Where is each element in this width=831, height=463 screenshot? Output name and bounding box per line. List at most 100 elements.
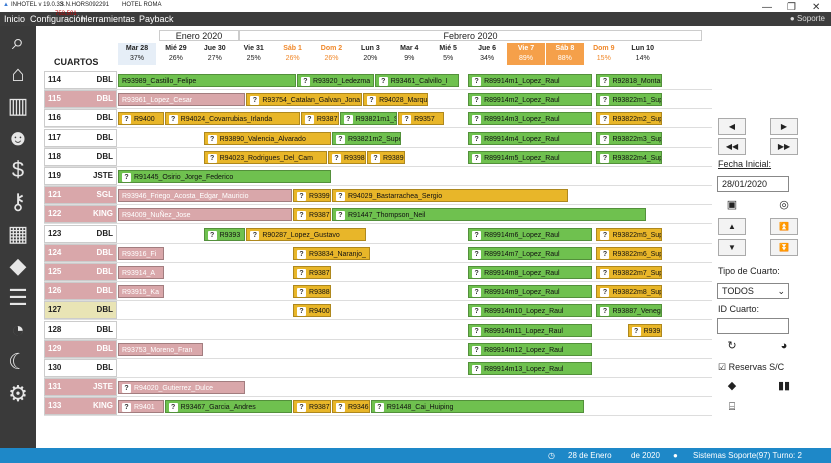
reservation-bar[interactable]: ? R89914m11_Lopez_Raul bbox=[468, 323, 592, 337]
room-label[interactable]: 131 JSTE bbox=[44, 378, 117, 397]
menu-herramientas[interactable]: Herramientas bbox=[81, 14, 136, 24]
key-icon[interactable]: ⚷ bbox=[9, 189, 27, 214]
gear-icon[interactable]: ⚙ bbox=[8, 381, 28, 406]
reservation-bar[interactable]: ? R90287_Lopez_Gustavo bbox=[246, 227, 366, 241]
reservation-bar[interactable]: ? R93467_Garcia_Andres bbox=[164, 400, 293, 414]
list-icon[interactable]: ☰ bbox=[8, 285, 28, 310]
reservation-bar[interactable]: ? R89914m9_Lopez_Raul bbox=[468, 285, 592, 299]
reservation-bar[interactable]: ? R93821m2_Super bbox=[331, 131, 401, 145]
tag-icon[interactable]: ◆ bbox=[9, 253, 27, 278]
reservation-bar[interactable]: ? R93890_Valencia_Alvarado bbox=[203, 131, 331, 145]
scroll-down-button[interactable]: ▼ bbox=[718, 239, 746, 256]
scroll-top-button[interactable]: ⏫ bbox=[770, 218, 798, 235]
reservation-bar[interactable]: R93916_Fi bbox=[118, 246, 164, 260]
reservation-bar[interactable]: ? R89914m3_Lopez_Raul bbox=[468, 112, 592, 126]
reservation-bar[interactable]: ? R9398 bbox=[328, 150, 366, 164]
reservation-bar[interactable]: R94009_NuÑez_Jose bbox=[118, 208, 293, 222]
close-button[interactable]: ✕ bbox=[812, 2, 821, 13]
reservation-bar[interactable]: ? R89914m13_Lopez_Raul bbox=[468, 362, 592, 375]
reservation-bar[interactable]: ? R9388 bbox=[293, 285, 331, 299]
calendar-icon[interactable]: ▣ bbox=[726, 199, 738, 211]
room-label[interactable]: 122 KING bbox=[44, 205, 117, 224]
reservation-bar[interactable]: ? R89914m1_Lopez_Raul bbox=[468, 74, 592, 87]
room-label[interactable]: 133 KING bbox=[44, 397, 117, 416]
fast-back-button[interactable]: ◀◀ bbox=[718, 138, 746, 155]
bar-chart-icon[interactable]: ▮▮ bbox=[777, 380, 791, 392]
room-label[interactable]: 116 DBL bbox=[44, 109, 117, 128]
moon-icon[interactable]: ☾ bbox=[8, 349, 28, 374]
reservation-bar[interactable]: ? R89914m7_Lopez_Raul bbox=[468, 246, 592, 260]
target-icon[interactable]: ◎ bbox=[779, 199, 789, 211]
search-icon[interactable]: ⌕ bbox=[11, 29, 25, 54]
reservation-bar[interactable]: ? R9389 bbox=[366, 150, 405, 164]
reservation-bar[interactable]: ? R91445_Osirio_Jorge_Federico bbox=[118, 170, 331, 183]
reservation-bar[interactable]: ?R94028_Marquez bbox=[363, 93, 429, 107]
reservation-bar[interactable]: ?R92818_Montaño bbox=[596, 74, 662, 87]
fecha-input[interactable]: 28/01/2020 bbox=[717, 176, 789, 192]
dollar-icon[interactable]: $ bbox=[11, 157, 25, 182]
room-label[interactable]: 129 DBL bbox=[44, 339, 117, 358]
room-label[interactable]: 130 DBL bbox=[44, 359, 117, 377]
reservation-bar[interactable]: ? R9400 bbox=[293, 304, 331, 318]
reservas-checkbox[interactable]: ☑ Reservas S/C bbox=[718, 362, 784, 373]
reservation-bar[interactable]: ? R9387 bbox=[293, 208, 331, 222]
reservation-bar[interactable]: ? R94024_Covarrubias_Irlanda bbox=[164, 112, 300, 126]
reservation-bar[interactable]: ? R93834_Naranjo_ bbox=[293, 246, 370, 260]
reservation-bar[interactable]: ? R89914m10_Lopez_Raul bbox=[468, 304, 592, 318]
minimize-button[interactable]: — bbox=[762, 2, 772, 13]
reservation-bar[interactable]: R93915_Ka bbox=[118, 285, 164, 299]
reservation-bar[interactable]: ?R93822m8_Super bbox=[596, 285, 662, 299]
reservation-bar[interactable]: ?R93822m7_Super bbox=[596, 266, 662, 279]
scroll-up-button[interactable]: ▲ bbox=[718, 218, 746, 235]
reservation-bar[interactable]: ?R93822m1_Super bbox=[596, 93, 662, 107]
menu-payback[interactable]: Payback bbox=[139, 14, 174, 24]
reservation-bar[interactable]: ? R89914m12_Lopez_Raul bbox=[468, 342, 592, 356]
room-label[interactable]: 114 DBL bbox=[44, 71, 117, 89]
reservation-bar[interactable]: R93946_Friego_Acosta_Edgar_Mauricio bbox=[118, 189, 293, 203]
reservation-bar[interactable]: R93961_Lopez_Cesar bbox=[118, 93, 246, 107]
book-icon[interactable]: ▥ bbox=[7, 93, 29, 118]
register-icon[interactable]: ▦ bbox=[7, 221, 29, 246]
reservation-bar[interactable]: ? R93920_Ledezma bbox=[296, 74, 374, 87]
reservation-bar[interactable]: R93989_Castillo_Felipe bbox=[118, 74, 296, 87]
pie-chart-icon[interactable]: ◔ bbox=[11, 317, 25, 342]
menu-inicio[interactable]: Inicio bbox=[4, 14, 26, 24]
reservation-bar[interactable]: ? R9387 bbox=[300, 112, 339, 126]
menu-configuracion[interactable]: Configuración bbox=[30, 14, 86, 24]
prev-button[interactable]: ◀ bbox=[718, 118, 746, 135]
reservation-bar[interactable]: ?R93822m4_Super bbox=[596, 150, 662, 164]
reservation-bar[interactable]: ? R91448_Cai_Huiping bbox=[370, 400, 584, 414]
reservation-bar[interactable]: ? R9401 bbox=[118, 400, 164, 414]
room-label[interactable]: 121 SGL bbox=[44, 186, 117, 205]
reservation-bar[interactable]: ? R94023_Rodrigues_Del_Cam bbox=[203, 150, 328, 164]
tag-button-icon[interactable]: ◆ bbox=[727, 380, 737, 392]
guests-icon[interactable]: ☻ bbox=[6, 125, 30, 150]
reservation-bar[interactable]: ?R93822m2_Super bbox=[596, 112, 662, 126]
palette-icon[interactable]: ◕ bbox=[780, 340, 788, 352]
home-icon[interactable]: ⌂ bbox=[11, 61, 25, 86]
reservation-bar[interactable]: ? R89914m6_Lopez_Raul bbox=[468, 227, 592, 241]
scroll-bottom-button[interactable]: ⏬ bbox=[770, 239, 798, 256]
room-label[interactable]: 123 DBL bbox=[44, 224, 117, 243]
reservation-bar[interactable]: ? R94020_Gutierrez_Dulce bbox=[118, 381, 246, 395]
reservation-bar[interactable]: ?R93822m6_Super bbox=[596, 246, 662, 260]
maximize-button[interactable]: ❐ bbox=[787, 2, 796, 13]
next-button[interactable]: ▶ bbox=[770, 118, 798, 135]
reservation-bar[interactable]: ? R89914m8_Lopez_Raul bbox=[468, 266, 592, 279]
room-label[interactable]: 119 JSTE bbox=[44, 167, 117, 185]
id-cuarto-input[interactable] bbox=[717, 318, 789, 334]
room-label[interactable]: 126 DBL bbox=[44, 282, 117, 301]
reservation-bar[interactable]: ?R93821m1_Super bbox=[339, 112, 398, 126]
reservation-bar[interactable]: ? R9346 bbox=[331, 400, 370, 414]
reservation-bar[interactable]: ? R9357 bbox=[398, 112, 444, 126]
refresh-icon[interactable]: ↻ bbox=[727, 340, 737, 352]
reservation-bar[interactable]: ? R89914m2_Lopez_Raul bbox=[468, 93, 592, 107]
room-label[interactable]: 128 DBL bbox=[44, 320, 117, 339]
reservation-bar[interactable]: ? R9387 bbox=[293, 400, 331, 414]
reservation-bar[interactable]: ? R89914m4_Lopez_Raul bbox=[468, 131, 592, 145]
room-label[interactable]: 124 DBL bbox=[44, 243, 117, 262]
reservation-bar[interactable]: R93753_Moreno_Fran bbox=[118, 342, 203, 356]
reservation-bar[interactable]: ?R93822m5_Super bbox=[596, 227, 662, 241]
room-label[interactable]: 118 DBL bbox=[44, 147, 117, 166]
reservation-bar[interactable]: ? R9399 bbox=[293, 189, 331, 203]
